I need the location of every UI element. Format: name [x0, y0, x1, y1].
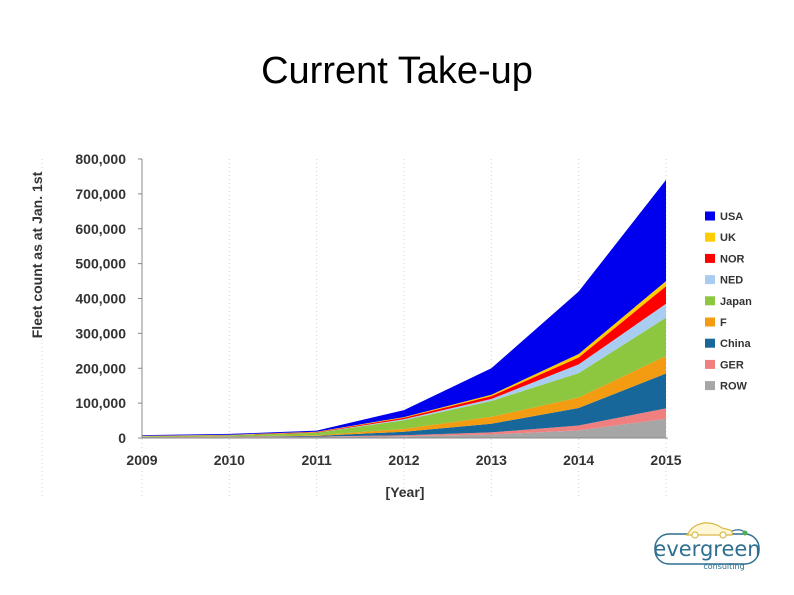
legend-label-ger: GER: [720, 359, 744, 371]
area-usa: [142, 179, 666, 436]
legend-swatch-row: [705, 381, 715, 391]
slide-title: Current Take-up: [261, 50, 533, 92]
y-tick-label: 0: [118, 430, 126, 446]
y-tick-label: 300,000: [75, 325, 126, 341]
legend-swatch-f: [705, 317, 715, 327]
y-tick-label: 200,000: [75, 360, 126, 376]
legend-label-usa: USA: [720, 211, 743, 223]
legend-label-ned: NED: [720, 275, 743, 287]
x-tick-label: 2015: [650, 452, 681, 468]
y-tick-label: 100,000: [75, 395, 126, 411]
chart-legend: USA UK NOR NED Japan F China GER ROW: [705, 211, 752, 393]
legend-label-f: F: [720, 317, 727, 329]
legend-label-nor: NOR: [720, 253, 745, 265]
legend-swatch-usa: [705, 211, 715, 221]
legend-swatch-nor: [705, 253, 715, 263]
x-tick-label: 2011: [301, 452, 332, 468]
x-tick-label: 2014: [563, 452, 594, 468]
car-icon: [685, 522, 733, 539]
x-tick-label: 2012: [388, 452, 419, 468]
legend-swatch-japan: [705, 296, 715, 306]
y-tick-label: 600,000: [75, 221, 126, 237]
y-tick-label: 700,000: [75, 186, 126, 202]
legend-label-row: ROW: [720, 381, 748, 393]
legend-label-uk: UK: [720, 232, 736, 244]
y-tick-label: 800,000: [75, 151, 126, 167]
y-tick-label: 500,000: [75, 256, 126, 272]
logo-wordmark: evergreen: [653, 537, 760, 561]
x-tick-label: 2013: [476, 452, 507, 468]
y-axis-title: Fleet count as at Jan. 1st: [29, 171, 45, 338]
evergreen-logo: evergreen consulting: [653, 522, 761, 571]
x-tick-label: 2009: [126, 452, 157, 468]
x-tick-label: 2010: [214, 452, 245, 468]
logo-subtitle: consulting: [703, 562, 744, 571]
legend-swatch-china: [705, 338, 715, 348]
legend-swatch-ger: [705, 359, 715, 369]
legend-label-japan: Japan: [720, 296, 752, 308]
chart-axes: 0 100,000 200,000 300,000 400,000 500,000 600,…: [75, 151, 681, 468]
x-axis-title: [Year]: [386, 484, 425, 500]
area-ger: [142, 408, 666, 438]
y-tick-label: 400,000: [75, 291, 126, 307]
chart-areas: [142, 179, 666, 438]
legend-swatch-uk: [705, 232, 715, 242]
area-china: [142, 373, 666, 438]
area-japan: [142, 317, 666, 437]
legend-label-china: China: [720, 338, 751, 350]
area-row: [142, 418, 666, 438]
plug-icon: [731, 529, 748, 536]
legend-swatch-ned: [705, 275, 715, 285]
